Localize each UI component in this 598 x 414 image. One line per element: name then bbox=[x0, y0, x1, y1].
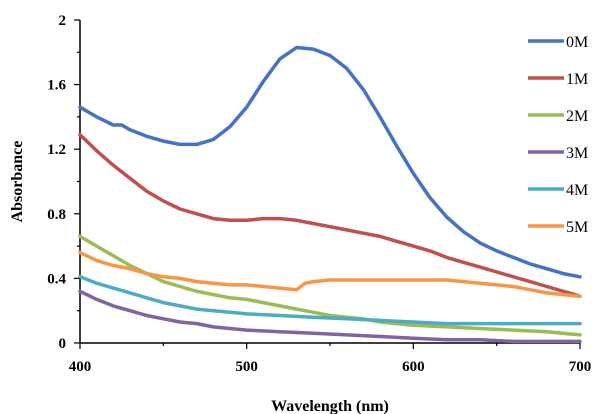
y-tick-label: 0 bbox=[59, 336, 67, 352]
series-line-4M bbox=[78, 275, 582, 326]
y-tick-label: 1.2 bbox=[47, 142, 66, 158]
legend-label-3M: 3M bbox=[566, 145, 588, 162]
legend: 0M 1M 2M 3M 4M 5M bbox=[528, 34, 588, 236]
legend-label-4M: 4M bbox=[566, 182, 588, 199]
legend-label-2M: 2M bbox=[566, 108, 588, 125]
series-line-1M bbox=[78, 132, 582, 298]
axes: 0 0.4 0.8 1.2 1.6 2 400 500 600 700 bbox=[47, 13, 591, 375]
legend-label-1M: 1M bbox=[566, 71, 588, 88]
series-line-0M bbox=[78, 45, 582, 279]
x-tick-label: 600 bbox=[402, 359, 425, 375]
x-axis-title: Wavelength (nm) bbox=[271, 398, 389, 414]
y-tick-label: 0.4 bbox=[47, 271, 66, 287]
series-line-3M bbox=[78, 289, 582, 344]
x-tick-label: 700 bbox=[569, 359, 592, 375]
y-axis-title: Absorbance bbox=[9, 141, 26, 223]
y-tick-label: 1.6 bbox=[47, 78, 66, 94]
y-tick-label: 0.8 bbox=[47, 207, 66, 223]
plot-lines bbox=[78, 45, 582, 344]
legend-label-0M: 0M bbox=[566, 34, 588, 51]
legend-label-5M: 5M bbox=[566, 219, 588, 236]
series-line-5M bbox=[78, 250, 582, 298]
x-tick-label: 500 bbox=[235, 359, 258, 375]
y-tick-label: 2 bbox=[59, 13, 67, 29]
x-tick-label: 400 bbox=[69, 359, 92, 375]
